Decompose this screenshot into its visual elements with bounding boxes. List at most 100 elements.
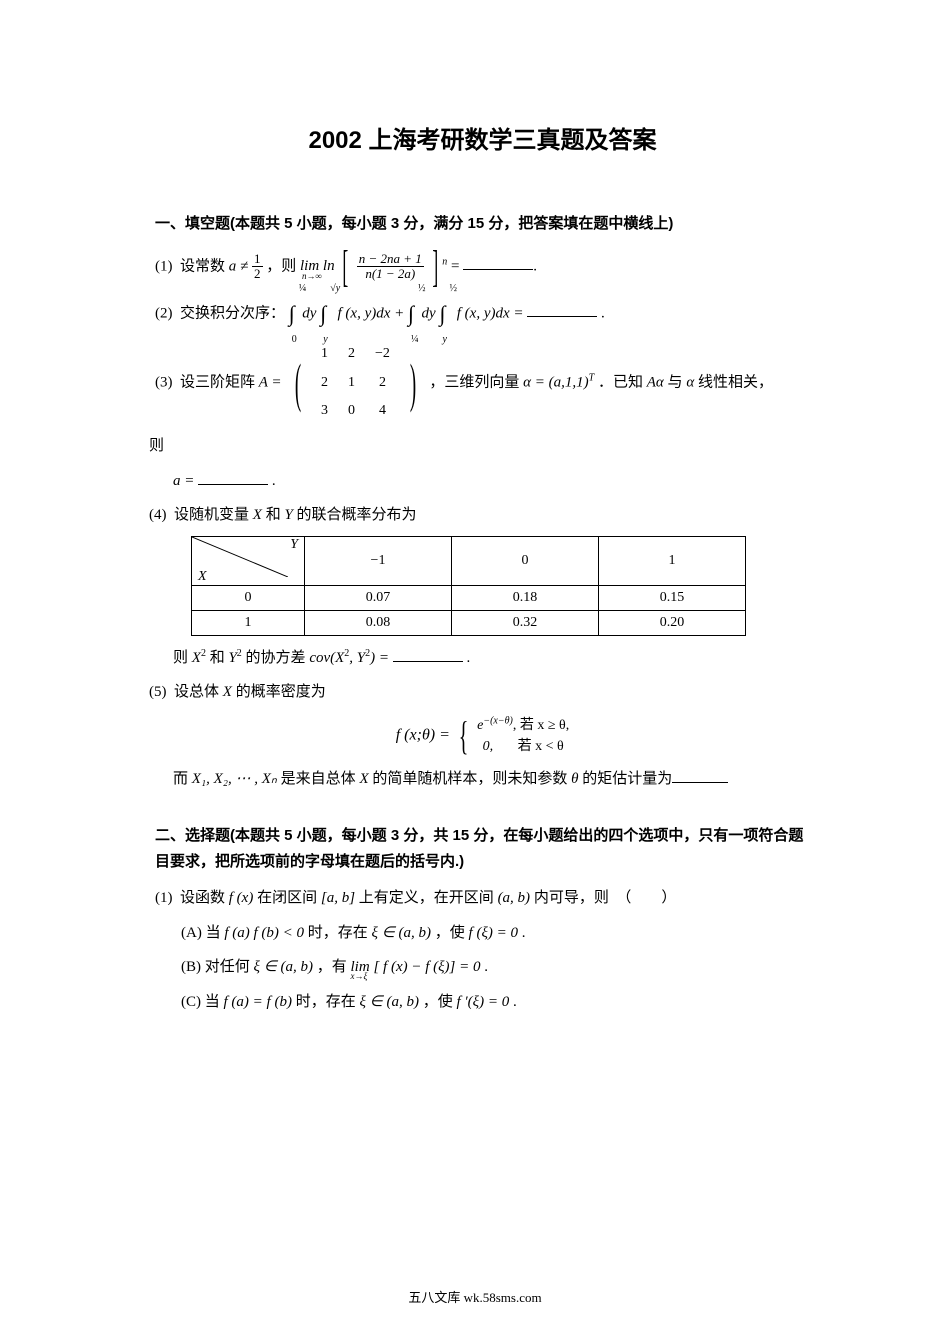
- m01: 2: [338, 340, 365, 369]
- p1-abo: (a, b): [498, 890, 531, 906]
- p1-fx: f (x): [229, 890, 254, 906]
- frac-den: n(1 − 2a): [357, 267, 424, 281]
- bracket-left: [: [343, 247, 349, 287]
- frac-num: n − 2na + 1: [357, 252, 424, 267]
- q2-label: (2): [155, 305, 173, 321]
- q4-ca: 则: [173, 650, 192, 666]
- q3-then: 则: [149, 432, 810, 461]
- q2-period: .: [601, 305, 605, 321]
- question-2: (2) 交换积分次序： ∫0¼ dy ∫y√y f (x, y)dx + ∫¼½…: [155, 293, 810, 335]
- q4-t1: 设随机变量: [174, 507, 253, 523]
- q5-X2: X: [359, 771, 368, 787]
- q4-X: X: [253, 507, 262, 523]
- q4-period: .: [467, 650, 471, 666]
- page-footer: 五八文库 wk.58sms.com: [0, 1287, 950, 1306]
- brace-icon: {: [459, 716, 469, 756]
- q1-half: 1 2: [252, 252, 263, 282]
- q1-a-ne: a ≠: [229, 258, 248, 274]
- m21: 0: [338, 397, 365, 426]
- q4-Y2: Y: [228, 650, 236, 666]
- q4-cb: 和: [210, 650, 229, 666]
- piecewise-body: e−(x−θ), 若 x ≥ θ, 0, 若 x < θ: [477, 715, 569, 757]
- bracket-right: ]: [432, 247, 438, 287]
- q3-t3: ．已知: [598, 375, 647, 391]
- m11: 1: [338, 369, 365, 398]
- c02: 0.15: [599, 585, 746, 610]
- m22: 4: [365, 397, 400, 426]
- row-1: 1: [192, 610, 305, 635]
- c10: 0.08: [305, 610, 452, 635]
- int-1: ∫0¼: [289, 293, 295, 335]
- pC-t4: .: [513, 994, 517, 1010]
- diag-X: X: [198, 569, 207, 585]
- q1-bracket-frac: n − 2na + 1 n(1 − 2a): [357, 252, 424, 282]
- c00: 0.07: [305, 585, 452, 610]
- pC-xi: ξ ∈ (a, b): [359, 994, 418, 1010]
- q5-seq: X₁, X₂, ⋯ , Xₙ: [192, 771, 277, 787]
- question-5: (5) 设总体 X 的概率密度为: [149, 678, 810, 707]
- pC-t3: ，使: [423, 994, 457, 1010]
- pA-t4: .: [522, 925, 526, 941]
- page-title: 2002 上海考研数学三真题及答案: [155, 120, 810, 155]
- q2-dy1: dy: [302, 305, 316, 321]
- pB-xi: ξ ∈ (a, b): [254, 959, 313, 975]
- int-2: ∫y√y: [320, 293, 326, 335]
- pA-t1: 当: [206, 925, 225, 941]
- q3-label: (3): [155, 375, 173, 391]
- option-B: (B) 对任何 ξ ∈ (a, b) ，有 lim x→ξ [ f (x) − …: [181, 953, 810, 982]
- m12: 2: [365, 369, 400, 398]
- pB-expr: [ f (x) − f (ξ)] = 0: [373, 959, 480, 975]
- pB-label: (B): [181, 959, 201, 975]
- pA-xi: ξ ∈ (a, b): [372, 925, 431, 941]
- matrix-body: 12−2 212 304: [311, 340, 400, 426]
- question-4: (4) 设随机变量 X 和 Y 的联合概率分布为: [149, 501, 810, 530]
- q3-period: .: [272, 473, 276, 489]
- p1-abc: [a, b]: [321, 890, 355, 906]
- section-2-heading: 二、选择题(本题共 5 小题，每小题 3 分，共 15 分，在每小题给出的四个选…: [155, 823, 810, 874]
- q3-Aeq: A =: [259, 375, 282, 391]
- pC-fpx: f ′(ξ) = 0: [456, 994, 509, 1010]
- joint-prob-table: Y X −1 0 1 0 0.07 0.18 0.15 1 0.08 0.32 …: [191, 536, 746, 636]
- p1-t1: 设函数: [180, 890, 229, 906]
- c01: 0.18: [452, 585, 599, 610]
- option-C: (C) 当 f (a) = f (b) 时，存在 ξ ∈ (a, b) ，使 f…: [181, 988, 810, 1017]
- pB-sub: x→ξ: [351, 968, 368, 985]
- c11: 0.32: [452, 610, 599, 635]
- p1-label: (1): [155, 890, 173, 906]
- q5-t1: 设总体: [174, 684, 223, 700]
- q4-label: (4): [149, 507, 167, 523]
- pB-t3: .: [484, 959, 488, 975]
- q2-text: 交换积分次序：: [180, 305, 285, 321]
- q5-tail-a: 而: [173, 771, 192, 787]
- q4-sq1: 2: [201, 648, 206, 659]
- pC-t2: 时，存在: [296, 994, 360, 1010]
- option-A: (A) 当 f (a) f (b) < 0 时，存在 ξ ∈ (a, b) ，使…: [181, 919, 810, 948]
- pC-e1: f (a) = f (b): [224, 994, 292, 1010]
- q4-sq2: 2: [237, 648, 242, 659]
- pA-t2: 时，存在: [308, 925, 372, 941]
- q1-t2: ，则: [266, 258, 296, 274]
- q3-alpha-eq: α = (a,1,1): [523, 375, 589, 391]
- pC-label: (C): [181, 994, 201, 1010]
- pB-t2: ，有: [317, 959, 351, 975]
- q4-blank: [393, 646, 463, 662]
- q4-t3: 的联合概率分布为: [297, 507, 417, 523]
- pB-t1: 对任何: [205, 959, 254, 975]
- m10: 2: [311, 369, 338, 398]
- q3-supT: T: [589, 373, 595, 384]
- row-0: 0: [192, 585, 305, 610]
- q5-tail: 而 X₁, X₂, ⋯ , Xₙ 是来自总体 X 的简单随机样本，则未知参数 θ…: [173, 765, 810, 794]
- q4-cc: 的协方差: [246, 650, 310, 666]
- frac-den: 2: [252, 267, 263, 281]
- q4-t2: 和: [266, 507, 285, 523]
- c12: 0.20: [599, 610, 746, 635]
- int-4: ∫y½: [439, 293, 445, 335]
- q1-period: .: [533, 258, 537, 274]
- m20: 3: [311, 397, 338, 426]
- m02: −2: [365, 340, 400, 369]
- q5-row1-exp: −(x−θ): [483, 715, 513, 726]
- q4-cov1: cov(X: [309, 650, 344, 666]
- q1-t1: 设常数: [180, 258, 229, 274]
- section-1-heading: 一、填空题(本题共 5 小题，每小题 3 分，满分 15 分，把答案填在题中横线…: [155, 211, 810, 237]
- question-1: (1) 设常数 a ≠ 1 2 ，则 lim ln n→∞ [ n − 2na …: [155, 247, 810, 287]
